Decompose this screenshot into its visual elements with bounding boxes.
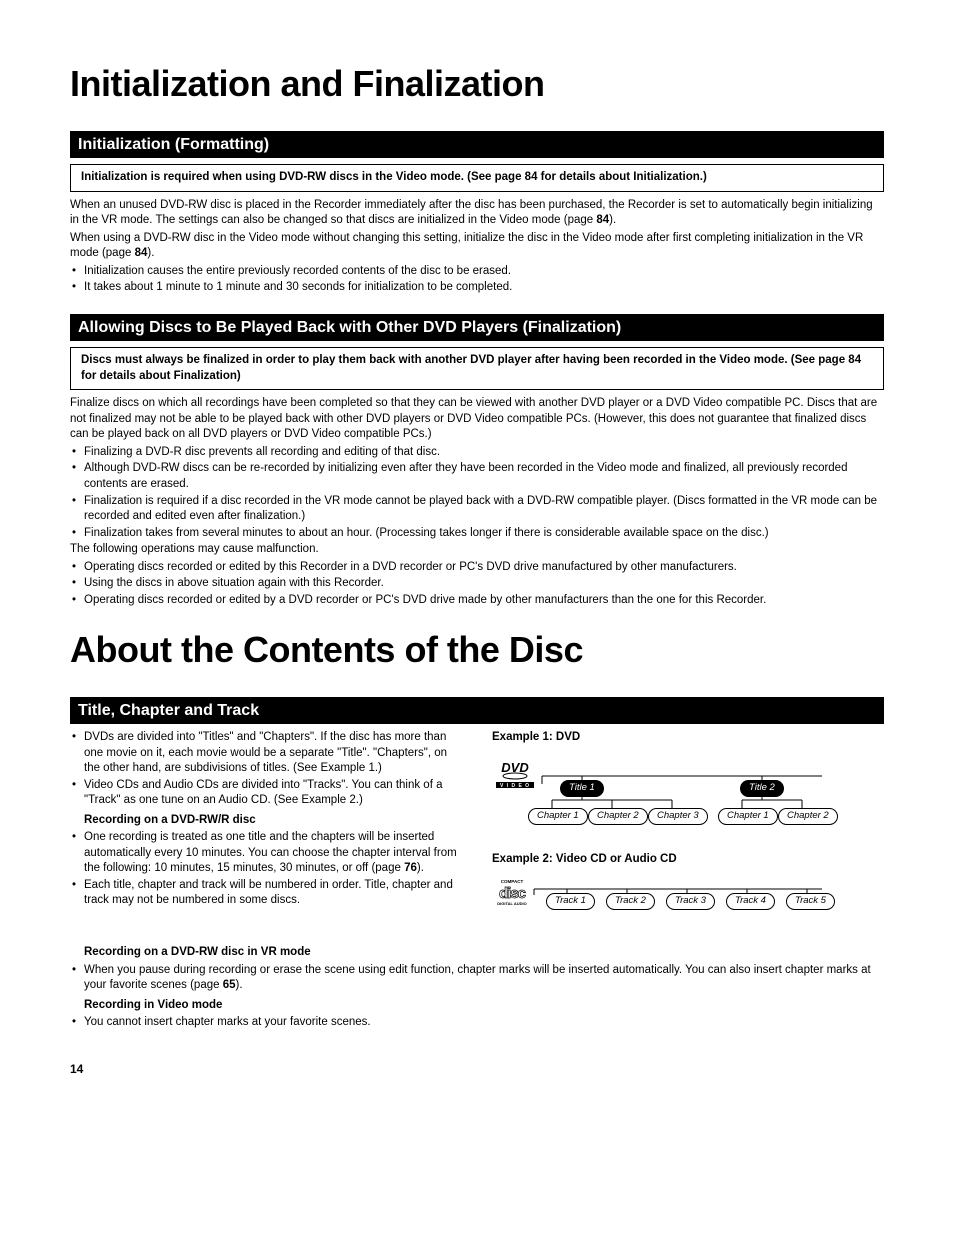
- svg-text:V I D E O: V I D E O: [500, 783, 530, 788]
- list-item: Although DVD-RW discs can be re-recorded…: [70, 461, 884, 492]
- warning-box-2: Discs must always be finalized in order …: [70, 347, 884, 390]
- para: When an unused DVD-RW disc is placed in …: [70, 198, 884, 229]
- list-item: You cannot insert chapter marks at your …: [70, 1015, 884, 1031]
- list-item: Finalization is required if a disc recor…: [70, 494, 884, 525]
- compact-disc-logo: COMPACT disc DIGITAL AUDIO: [492, 877, 532, 913]
- track-pill: Track 1: [546, 893, 595, 910]
- svg-text:COMPACT: COMPACT: [501, 879, 524, 884]
- page-number: 14: [70, 1061, 884, 1077]
- list-item: Finalization takes from several minutes …: [70, 526, 884, 542]
- section-bar-finalization: Allowing Discs to Be Played Back with Ot…: [70, 314, 884, 342]
- list-item: Initialization causes the entire previou…: [70, 264, 884, 280]
- list-item: Operating discs recorded or edited by th…: [70, 560, 884, 576]
- sub-heading: Recording on a DVD-RW/R disc: [70, 813, 462, 829]
- two-column-layout: DVDs are divided into "Titles" and "Chap…: [70, 730, 884, 941]
- chapter-pill: Chapter 2: [588, 808, 648, 825]
- warning-box-1: Initialization is required when using DV…: [70, 164, 884, 192]
- para: When using a DVD-RW disc in the Video mo…: [70, 231, 884, 262]
- dvd-video-logo: DVD V I D E O: [492, 760, 538, 790]
- list-item: Each title, chapter and track will be nu…: [70, 878, 462, 909]
- list-item: Finalizing a DVD-R disc prevents all rec…: [70, 445, 884, 461]
- track-pill: Track 5: [786, 893, 835, 910]
- section-2-body: Finalize discs on which all recordings h…: [70, 396, 884, 608]
- title-2-pill: Title 2: [740, 780, 784, 797]
- example-1-label: Example 1: DVD: [492, 730, 884, 746]
- list-item: DVDs are divided into "Titles" and "Chap…: [70, 730, 462, 777]
- list-item: Operating discs recorded or edited by a …: [70, 593, 884, 609]
- right-column: Example 1: DVD DVD: [492, 730, 884, 941]
- list-item: It takes about 1 minute to 1 minute and …: [70, 280, 884, 296]
- list-item: Using the discs in above situation again…: [70, 576, 884, 592]
- section-bar-initialization: Initialization (Formatting): [70, 131, 884, 159]
- sub-heading: Recording on a DVD-RW disc in VR mode: [70, 945, 884, 961]
- svg-text:DIGITAL AUDIO: DIGITAL AUDIO: [497, 901, 526, 906]
- cd-structure-diagram: COMPACT disc DIGITAL AUDIO Track 1 Track…: [492, 877, 884, 917]
- list-item: Video CDs and Audio CDs are divided into…: [70, 778, 462, 809]
- para: Finalize discs on which all recordings h…: [70, 396, 884, 443]
- section-bar-title-chapter-track: Title, Chapter and Track: [70, 697, 884, 725]
- para: The following operations may cause malfu…: [70, 542, 884, 558]
- example-2-label: Example 2: Video CD or Audio CD: [492, 852, 884, 868]
- page-heading-2: About the Contents of the Disc: [70, 626, 884, 675]
- page-heading-1: Initialization and Finalization: [70, 60, 884, 109]
- chapter-pill: Chapter 3: [648, 808, 708, 825]
- title-1-pill: Title 1: [560, 780, 604, 797]
- chapter-pill: Chapter 1: [718, 808, 778, 825]
- list-item: When you pause during recording or erase…: [70, 963, 884, 994]
- track-pill: Track 3: [666, 893, 715, 910]
- chapter-pill: Chapter 2: [778, 808, 838, 825]
- track-pill: Track 4: [726, 893, 775, 910]
- svg-text:disc: disc: [499, 885, 526, 902]
- list-item: One recording is treated as one title an…: [70, 830, 462, 877]
- track-pill: Track 2: [606, 893, 655, 910]
- sub-heading: Recording in Video mode: [70, 998, 884, 1014]
- dvd-structure-diagram: DVD V I D E O Title 1 Title 2 Chapter 1 …: [492, 756, 884, 828]
- chapter-pill: Chapter 1: [528, 808, 588, 825]
- left-column: DVDs are divided into "Titles" and "Chap…: [70, 730, 462, 941]
- section-1-body: When an unused DVD-RW disc is placed in …: [70, 198, 884, 296]
